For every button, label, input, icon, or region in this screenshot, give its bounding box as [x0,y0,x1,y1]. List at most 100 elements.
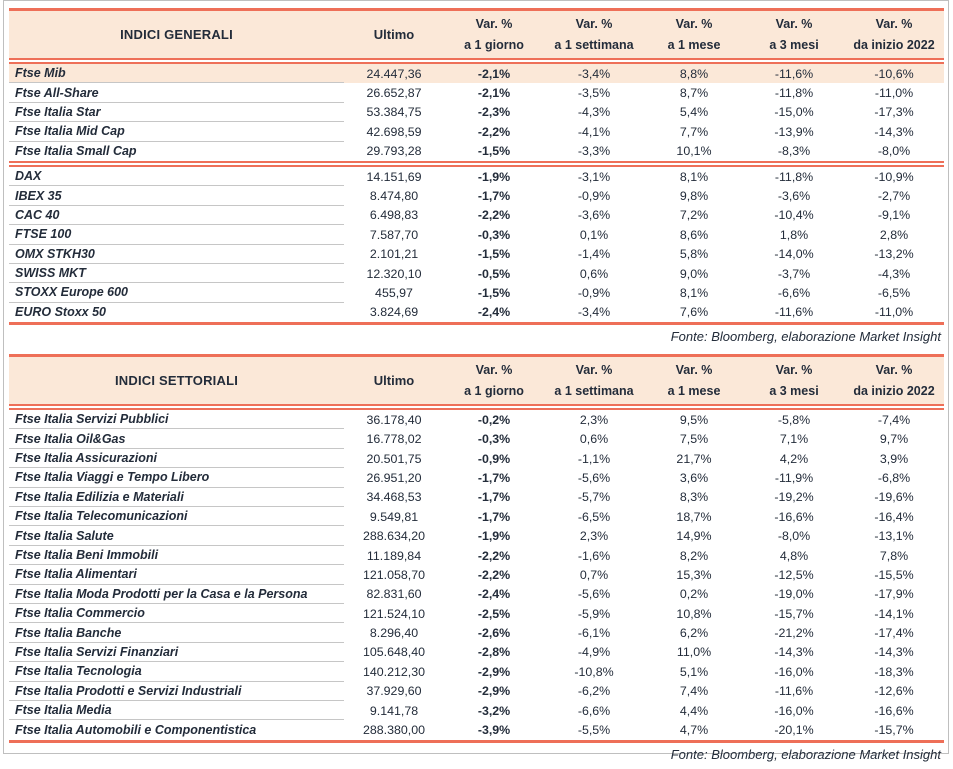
table-row: Ftse Italia Tecnologia 140.212,30 -2,9% -10… [9,662,944,682]
var-pct-label: Var. % [675,16,713,31]
var-value-cell: -1,1% [577,451,611,466]
var-value-cell: -14,3% [874,124,914,139]
index-name-cell: Ftse Italia Beni Immobili [9,546,344,566]
ultimo-value-cell: 11.189,84 [366,548,422,563]
var-value-cell: 4,8% [779,548,809,563]
index-name-cell: Ftse Italia Assicurazioni [9,449,344,469]
var-value-cell: -11,0% [874,86,914,101]
var-value-cell: -16,6% [874,703,914,718]
table-row: Ftse Italia Oil&Gas 16.778,02 -0,3% 0,6% 7,5… [9,429,944,449]
var-value-cell: -17,3% [874,105,914,120]
var-value-cell: -0,3% [477,227,511,242]
ultimo-value-cell: 6.498,83 [369,208,419,223]
var-value-cell: -11,6% [774,66,814,81]
var-value-cell: -4,3% [577,105,611,120]
index-name-cell: FTSE 100 [9,225,344,245]
var-value-cell: -1,5% [477,144,511,159]
table-top-rule [9,8,944,11]
var-value-cell: -4,3% [877,266,911,281]
ultimo-value-cell: 121.524,10 [362,606,425,621]
var-value-cell: -21,2% [774,626,814,641]
var-value-cell: -11,9% [774,470,814,485]
ultimo-value-cell: 16.778,02 [366,432,422,447]
column-header-var: Var. % a 1 mese [644,14,744,55]
index-name-cell: Ftse Italia Media [9,701,344,721]
var-period-label: a 1 mese [667,383,721,398]
var-pct-label: Var. % [775,362,813,377]
var-value-cell: -16,0% [774,703,814,718]
var-value-cell: -0,5% [477,266,511,281]
var-value-cell: 5,4% [679,105,709,120]
var-value-cell: -10,4% [774,208,814,223]
table-row: Ftse Italia Automobili e Componentistica… [9,720,944,739]
ultimo-value-cell: 53.384,75 [366,105,422,120]
var-period-label: a 3 mesi [769,37,819,52]
var-value-cell: 2,8% [879,227,909,242]
var-value-cell: -2,7% [877,189,911,204]
var-pct-label: Var. % [575,16,613,31]
var-value-cell: -19,0% [774,587,814,602]
var-value-cell: 0,1% [579,227,609,242]
var-value-cell: -19,2% [774,490,814,505]
ultimo-value-cell: 26.951,20 [366,470,422,485]
var-value-cell: -6,6% [777,285,811,300]
ultimo-value-cell: 140.212,30 [362,664,425,679]
var-value-cell: -1,7% [477,509,511,524]
var-value-cell: 8,8% [679,66,709,81]
var-value-cell: -19,6% [874,490,914,505]
index-name-cell: Ftse Italia Telecomunicazioni [9,507,344,527]
var-value-cell: -10,8% [574,664,614,679]
var-value-cell: -2,4% [477,305,511,320]
var-value-cell: -7,4% [877,412,911,427]
var-value-cell: -5,6% [577,470,611,485]
var-value-cell: 18,7% [676,509,712,524]
table-row: Ftse Italia Telecomunicazioni 9.549,81 -1,… [9,507,944,527]
header-bottom-rule [9,58,944,64]
var-value-cell: 8,7% [679,86,709,101]
table-row: Ftse All-Share 26.652,87 -2,1% -3,5% 8,7% -11… [9,83,944,103]
var-value-cell: -4,9% [577,645,611,660]
var-value-cell: -11,8% [774,86,814,101]
var-value-cell: 7,4% [679,684,709,699]
var-value-cell: 15,3% [676,567,712,582]
var-value-cell: -2,4% [477,587,511,602]
var-value-cell: -16,0% [774,664,814,679]
var-value-cell: -2,1% [477,86,511,101]
var-value-cell: 8,1% [679,285,709,300]
section-divider-rule [9,160,944,167]
var-value-cell: -0,9% [577,285,611,300]
var-value-cell: -1,5% [477,285,511,300]
var-value-cell: 4,4% [679,703,709,718]
index-name-cell: Ftse Italia Star [9,103,344,123]
index-name-cell: Ftse Italia Oil&Gas [9,429,344,449]
table-row: Ftse Italia Beni Immobili 11.189,84 -2,2% -… [9,546,944,566]
var-value-cell: -2,3% [477,105,511,120]
index-name-cell: STOXX Europe 600 [9,283,344,303]
var-pct-label: Var. % [475,362,513,377]
column-header-ultimo: Ultimo [373,373,415,389]
var-value-cell: -13,9% [774,124,814,139]
var-value-cell: -15,7% [874,723,914,738]
table-row: Ftse Italia Assicurazioni 20.501,75 -0,9% -… [9,449,944,469]
var-value-cell: -5,7% [577,490,611,505]
var-value-cell: 7,8% [879,548,909,563]
ultimo-value-cell: 7.587,70 [369,227,419,242]
var-pct-label: Var. % [775,16,813,31]
var-value-cell: -1,9% [477,169,511,184]
index-name-cell: EURO Stoxx 50 [15,305,107,320]
column-header-var: Var. % a 3 mesi [744,360,844,401]
index-name-cell: Ftse Italia Servizi Pubblici [9,410,344,430]
var-pct-label: Var. % [575,362,613,377]
var-value-cell: -3,2% [477,703,511,718]
ultimo-value-cell: 20.501,75 [366,451,422,466]
table-row: SWISS MKT 12.320,10 -0,5% 0,6% 9,0% -3,7% -4,3… [9,264,944,284]
column-header-ultimo: Ultimo [373,27,415,42]
var-value-cell: -2,2% [477,548,511,563]
var-value-cell: 21,7% [676,451,712,466]
var-value-cell: 2,3% [579,412,609,427]
column-header-var: Var. % a 1 mese [644,360,744,401]
ultimo-value-cell: 121.058,70 [362,567,425,582]
var-value-cell: 2,3% [579,529,609,544]
index-name-cell: CAC 40 [9,206,344,226]
ultimo-value-cell: 29.793,28 [366,144,422,159]
